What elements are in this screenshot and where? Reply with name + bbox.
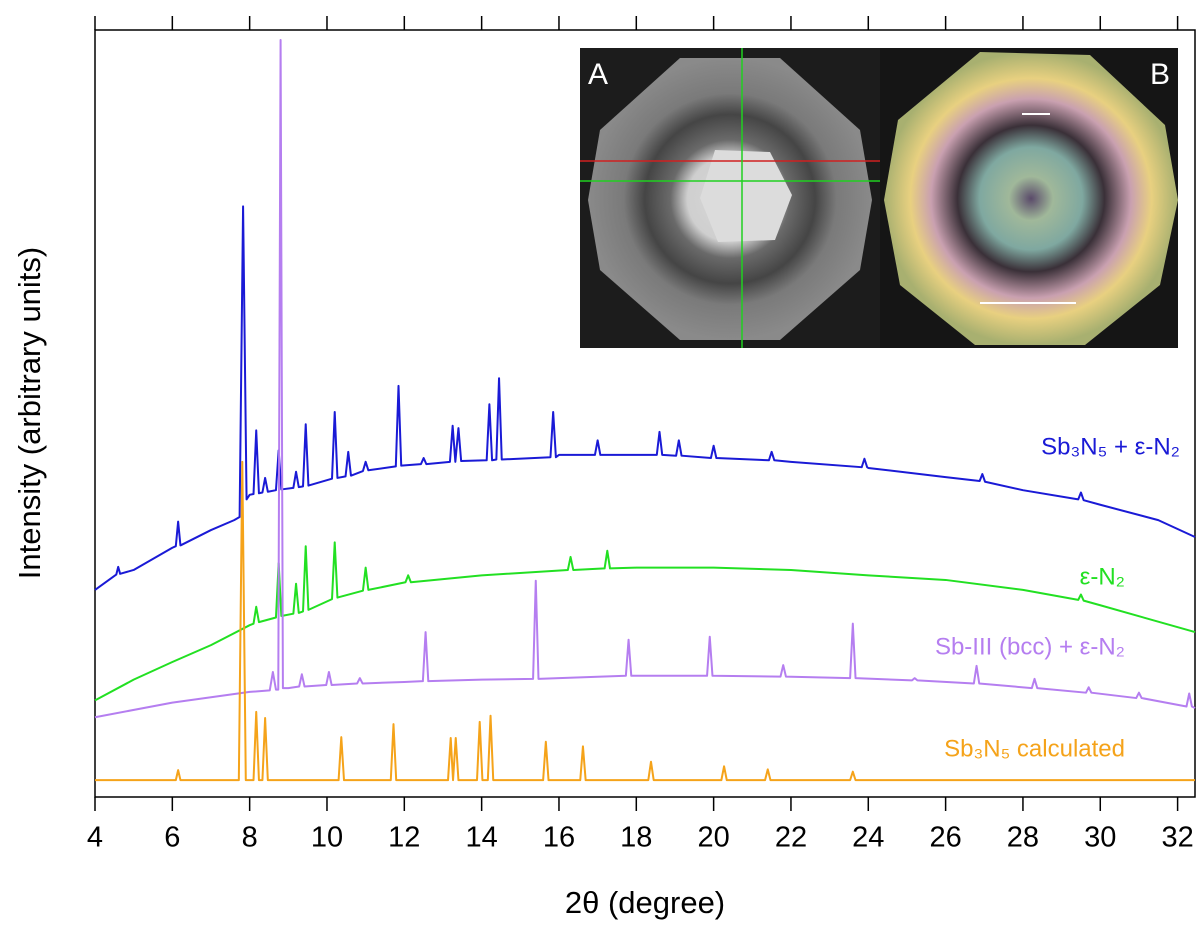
- x-tick-label: 22: [775, 822, 807, 854]
- x-tick-label: 6: [164, 822, 180, 854]
- x-tick-label: 4: [87, 822, 103, 854]
- sample-center: [700, 150, 792, 242]
- series-label: Sb-III (bcc) + ε-N₂: [935, 633, 1125, 660]
- x-tick-label: 30: [1084, 822, 1116, 854]
- spectrum-line: [94, 205, 1196, 591]
- spectrum-line: [94, 541, 1196, 702]
- inset-a: A: [580, 48, 880, 348]
- x-tick-label: 18: [620, 822, 652, 854]
- inset-b: B: [880, 48, 1178, 348]
- spectrum-line: [95, 460, 1195, 782]
- x-tick-label: 12: [388, 822, 420, 854]
- spectrum-line: [94, 38, 1196, 719]
- inset-label: B: [1150, 58, 1170, 91]
- x-tick-label: 14: [466, 822, 498, 854]
- sample-chamber: [884, 52, 1178, 345]
- series-label: Sb₃N₅ + ε-N₂: [1041, 433, 1180, 460]
- series-label: Sb₃N₅ calculated: [944, 735, 1125, 762]
- x-tick-label: 20: [697, 822, 729, 854]
- y-axis-title: Intensity (arbitrary units): [12, 247, 47, 580]
- x-tick-label: 10: [311, 822, 343, 854]
- x-tick-label: 24: [852, 822, 884, 854]
- x-axis-title: 2θ (degree): [565, 885, 725, 920]
- x-tick-label: 28: [1007, 822, 1039, 854]
- x-tick-label: 16: [543, 822, 575, 854]
- plot-frame: [94, 29, 1196, 798]
- x-tick-label: 32: [1161, 822, 1193, 854]
- series-label: ε-N₂: [1080, 563, 1125, 590]
- inset-label: A: [588, 58, 608, 91]
- x-tick-label: 26: [929, 822, 961, 854]
- x-tick-label: 8: [242, 822, 258, 854]
